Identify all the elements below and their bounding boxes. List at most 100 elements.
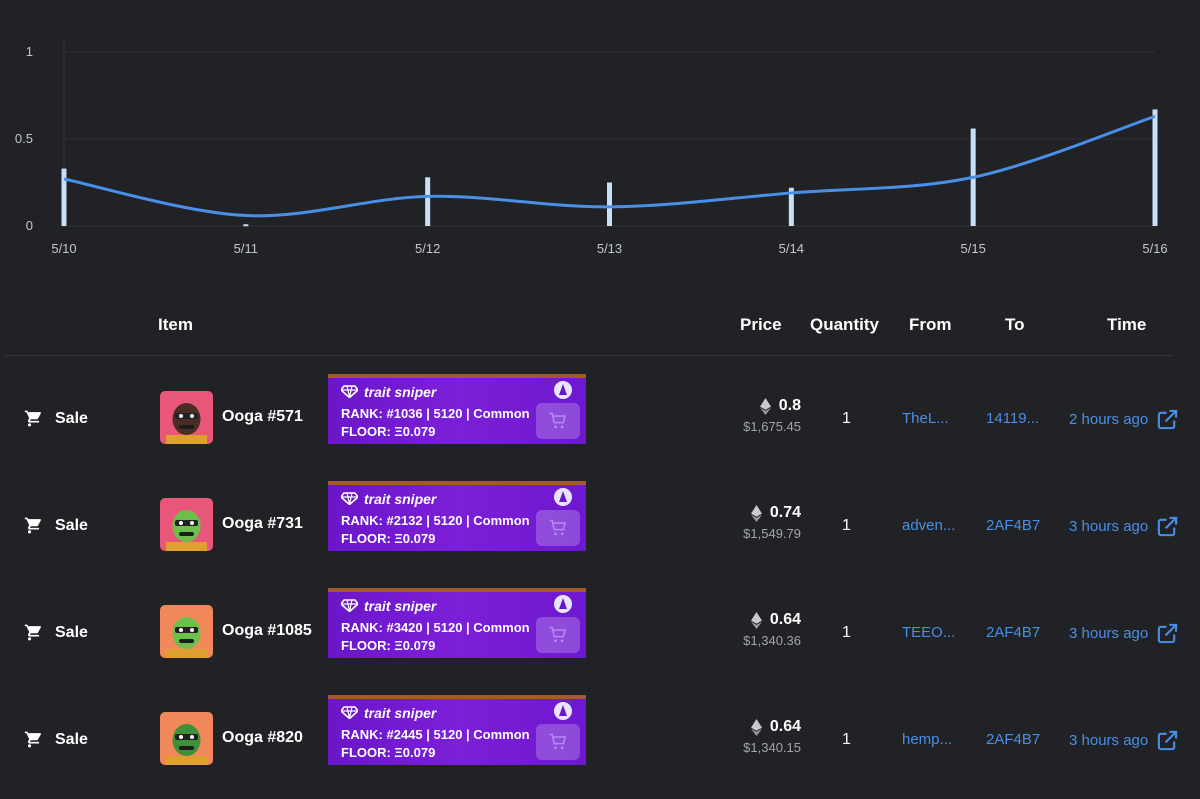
- external-link-icon[interactable]: [1156, 622, 1179, 645]
- time-text: 3 hours ago: [1069, 732, 1149, 749]
- from-address-link[interactable]: TEEO...: [902, 624, 956, 641]
- event-label: Sale: [55, 730, 88, 748]
- from-address-link[interactable]: hemp...: [902, 731, 953, 748]
- diamond-icon: [341, 492, 358, 505]
- from-address-link[interactable]: adven...: [902, 517, 956, 534]
- event-label: Sale: [55, 623, 88, 641]
- item-name[interactable]: Ooga #1085: [222, 622, 312, 639]
- volume-bar[interactable]: [1152, 109, 1158, 226]
- price-eth: 0.74: [769, 504, 801, 521]
- price-history-chart: 0 0.5 1 5/10 5/11 5/12 5/13 5/14 5/15 5/16: [15, 40, 1168, 256]
- upvote-icon[interactable]: [554, 488, 572, 506]
- nft-thumbnail[interactable]: [160, 391, 213, 444]
- volume-bar[interactable]: [425, 177, 431, 226]
- external-link-icon[interactable]: [1156, 408, 1179, 431]
- trait-sniper-title: trait sniper: [364, 384, 437, 400]
- diamond-icon: [341, 599, 358, 612]
- average-price-line: [63, 114, 1156, 218]
- price-eth: 0.64: [769, 718, 801, 735]
- floor-text: FLOOR: Ξ0.079: [341, 424, 436, 439]
- nft-thumbnail[interactable]: [160, 498, 213, 551]
- diamond-icon: [341, 385, 358, 398]
- cart-icon: [549, 519, 567, 536]
- time-link[interactable]: 3 hours ago: [1069, 729, 1179, 752]
- trait-sniper-widget[interactable]: trait sniper RANK: #2132 | 5120 | Common…: [328, 481, 586, 551]
- price-cell: 0.8 $1,675.45: [743, 397, 801, 434]
- trait-sniper-title: trait sniper: [364, 705, 437, 721]
- x-tick-label: 5/15: [961, 241, 986, 256]
- ape-avatar: [166, 724, 207, 765]
- buy-cart-button[interactable]: [536, 724, 580, 760]
- upvote-icon[interactable]: [554, 702, 572, 720]
- price-eth: 0.8: [778, 397, 801, 414]
- x-tick-label: 5/10: [51, 241, 76, 256]
- item-name[interactable]: Ooga #820: [222, 729, 303, 746]
- to-address-link[interactable]: 2AF4B7: [986, 731, 1041, 748]
- y-tick-label: 0.5: [15, 131, 33, 146]
- x-tick-label: 5/16: [1142, 241, 1167, 256]
- buy-cart-button[interactable]: [536, 510, 580, 546]
- to-address-link[interactable]: 2AF4B7: [986, 624, 1041, 641]
- time-link[interactable]: 3 hours ago: [1069, 515, 1179, 538]
- time-link[interactable]: 2 hours ago: [1069, 408, 1179, 431]
- table-row[interactable]: Sale Ooga #731 trait sniper RANK: #2132 …: [0, 478, 1200, 585]
- nft-thumbnail[interactable]: [160, 712, 213, 765]
- volume-bar[interactable]: [61, 168, 67, 226]
- time-text: 3 hours ago: [1069, 625, 1149, 642]
- ape-avatar: [166, 617, 207, 658]
- to-address-link[interactable]: 2AF4B7: [986, 517, 1041, 534]
- header-from: From: [909, 315, 952, 334]
- header-price: Price: [740, 315, 782, 334]
- cart-icon: [24, 731, 41, 748]
- y-tick-label: 0: [26, 218, 33, 233]
- ape-avatar: [166, 403, 207, 444]
- item-name[interactable]: Ooga #731: [222, 515, 303, 532]
- event-type: Sale: [24, 516, 88, 535]
- volume-bar[interactable]: [243, 224, 249, 227]
- table-row[interactable]: Sale Ooga #1085 trait sniper RANK: #3420…: [0, 585, 1200, 692]
- table-row[interactable]: Sale Ooga #820 trait sniper RANK: #2445 …: [0, 692, 1200, 799]
- nft-thumbnail[interactable]: [160, 605, 213, 658]
- trait-sniper-widget[interactable]: trait sniper RANK: #2445 | 5120 | Common…: [328, 695, 586, 765]
- event-label: Sale: [55, 516, 88, 534]
- quantity: 1: [842, 624, 851, 641]
- volume-bar[interactable]: [607, 182, 612, 227]
- price-cell: 0.64 $1,340.36: [743, 611, 801, 648]
- eth-icon: [750, 611, 762, 629]
- eth-icon: [759, 397, 771, 415]
- table-row[interactable]: Sale Ooga #571 trait sniper RANK: #1036 …: [0, 371, 1200, 478]
- trait-sniper-title: trait sniper: [364, 598, 437, 614]
- price-usd: $1,340.36: [743, 633, 801, 648]
- y-tick-label: 1: [26, 44, 33, 59]
- trait-sniper-widget[interactable]: trait sniper RANK: #3420 | 5120 | Common…: [328, 588, 586, 658]
- table-header: Item Price Quantity From To Time: [0, 315, 1200, 339]
- event-label: Sale: [55, 409, 88, 427]
- from-address-link[interactable]: TheL...: [902, 410, 949, 427]
- cart-icon: [549, 412, 567, 429]
- external-link-icon[interactable]: [1156, 729, 1179, 752]
- time-link[interactable]: 3 hours ago: [1069, 622, 1179, 645]
- external-link-icon[interactable]: [1156, 515, 1179, 538]
- event-type: Sale: [24, 730, 88, 749]
- upvote-icon[interactable]: [554, 381, 572, 399]
- ape-avatar: [166, 510, 207, 551]
- item-name[interactable]: Ooga #571: [222, 408, 303, 425]
- upvote-icon[interactable]: [554, 595, 572, 613]
- cart-icon: [24, 410, 41, 427]
- price-cell: 0.64 $1,340.15: [743, 718, 801, 755]
- rank-text: RANK: #2132 | 5120 | Common: [341, 513, 530, 528]
- floor-text: FLOOR: Ξ0.079: [341, 531, 436, 546]
- volume-bar[interactable]: [788, 187, 794, 226]
- buy-cart-button[interactable]: [536, 617, 580, 653]
- x-tick-label: 5/12: [415, 241, 440, 256]
- time-text: 2 hours ago: [1069, 411, 1149, 428]
- buy-cart-button[interactable]: [536, 403, 580, 439]
- header-time: Time: [1107, 315, 1147, 334]
- quantity: 1: [842, 517, 851, 534]
- price-eth: 0.64: [769, 611, 801, 628]
- to-address-link[interactable]: 14119...: [986, 410, 1040, 427]
- x-tick-label: 5/11: [234, 241, 258, 256]
- trait-sniper-widget[interactable]: trait sniper RANK: #1036 | 5120 | Common…: [328, 374, 586, 444]
- price-usd: $1,340.15: [743, 740, 801, 755]
- rank-text: RANK: #2445 | 5120 | Common: [341, 727, 530, 742]
